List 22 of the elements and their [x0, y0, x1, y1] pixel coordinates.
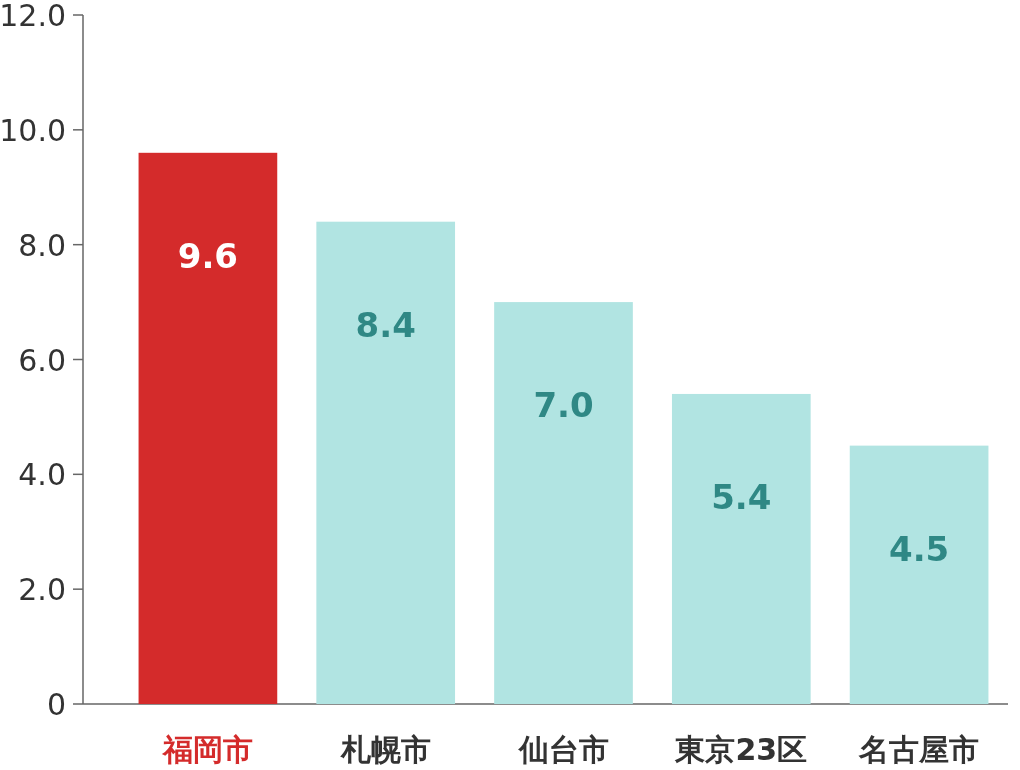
- x-tick-label: 名古屋市: [858, 732, 980, 767]
- y-tick-label: 12.0: [0, 0, 66, 33]
- bar: [316, 221, 456, 704]
- y-tick-label: 2.0: [18, 572, 66, 608]
- data-label: 7.0: [533, 385, 594, 426]
- x-tick-label: 東京23区: [674, 732, 808, 767]
- x-tick-label: 札幌市: [339, 732, 431, 767]
- x-tick-label: 福岡市: [160, 732, 253, 767]
- data-label: 9.6: [177, 235, 239, 276]
- data-label: 4.5: [888, 528, 950, 569]
- data-label: 8.4: [355, 304, 416, 345]
- data-label: 5.4: [711, 476, 772, 517]
- bar: [849, 445, 989, 704]
- y-tick-label: 4.0: [18, 457, 66, 493]
- x-tick-label: 仙台市: [517, 732, 609, 767]
- y-tick-label: 0: [46, 687, 66, 722]
- y-tick-label: 10.0: [0, 112, 66, 148]
- y-tick-label: 8.0: [18, 227, 66, 263]
- y-tick-label: 6.0: [18, 342, 66, 378]
- bar: [138, 152, 278, 704]
- bar: [494, 302, 633, 704]
- bar: [671, 393, 811, 704]
